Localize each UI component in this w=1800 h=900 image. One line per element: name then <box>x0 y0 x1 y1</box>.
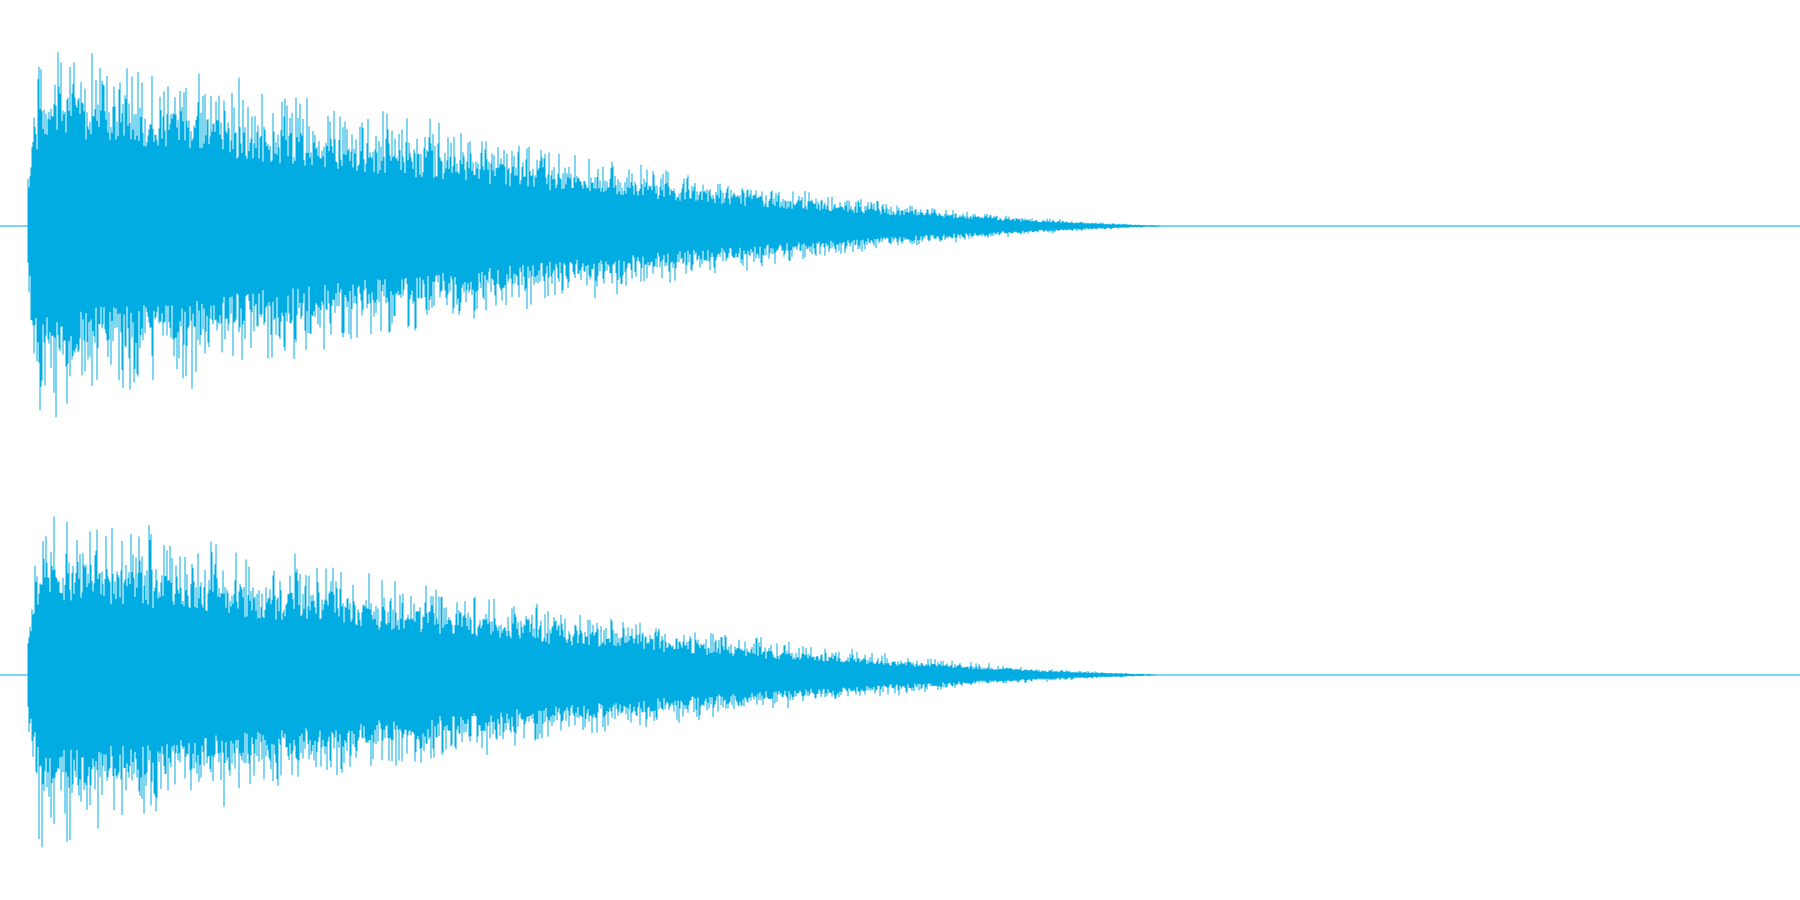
right-channel-waveform <box>0 516 1800 848</box>
left-channel-waveform <box>0 52 1800 418</box>
right-channel-signal <box>27 516 1189 848</box>
left-channel-signal <box>27 52 1191 418</box>
